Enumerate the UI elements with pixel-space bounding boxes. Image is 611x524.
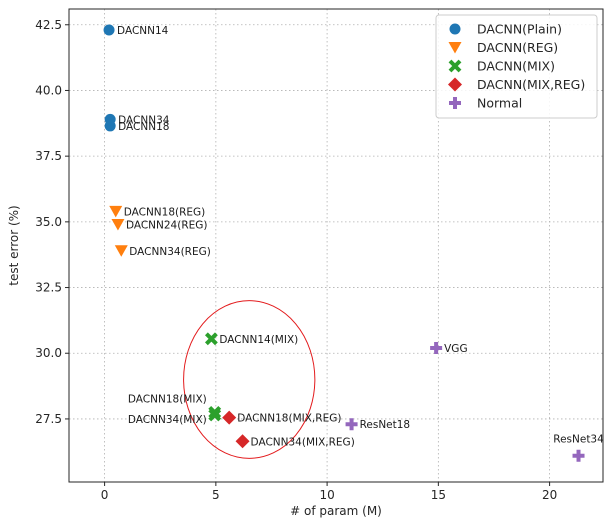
y-axis-label: test error (%) <box>7 205 21 286</box>
data-point <box>104 120 116 132</box>
x-tick-label: 5 <box>212 488 220 502</box>
data-point <box>235 434 250 449</box>
plot-frame <box>68 8 604 483</box>
legend-label: DACNN(REG) <box>477 40 558 55</box>
x-marker <box>204 332 218 346</box>
data-point <box>345 418 358 431</box>
point-label: DACNN18(MIX,REG) <box>237 413 341 425</box>
plus-marker <box>345 418 358 431</box>
data-point <box>204 332 218 346</box>
axis-ticks: 0 5 10 15 20 27.5 30.0 32.5 35.0 37.5 40.0 42.5 <box>35 18 557 502</box>
y-tick-label: 42.5 <box>35 18 62 32</box>
data-point <box>111 218 125 231</box>
point-label: DACNN14(MIX) <box>219 334 298 346</box>
x-marker <box>448 59 462 73</box>
x-tick-label: 0 <box>101 488 109 502</box>
data-point <box>430 341 443 354</box>
point-label: DACNN34 <box>118 114 170 126</box>
diamond-marker <box>448 77 462 92</box>
point-label: VGG <box>444 343 467 355</box>
triangle-marker <box>109 205 123 218</box>
plus-marker <box>449 97 461 109</box>
legend-marker <box>448 77 462 92</box>
point-label: DACNN34(REG) <box>129 246 211 258</box>
triangle-marker <box>448 42 462 54</box>
point-label: DACNN34(MIX) <box>128 414 207 426</box>
x-tick-label: 20 <box>542 488 557 502</box>
triangle-marker <box>111 218 125 231</box>
data-point <box>114 245 128 257</box>
circle-marker <box>449 23 461 35</box>
x-axis-label: # of param (M) <box>290 504 382 518</box>
diamond-marker <box>222 410 237 425</box>
legend-marker <box>449 97 461 109</box>
data-point <box>103 24 115 36</box>
legend-label: Normal <box>477 96 522 111</box>
point-label: DACNN14 <box>117 25 169 37</box>
legend-box <box>435 14 598 119</box>
plus-marker <box>430 341 443 354</box>
point-label: DACNN34(MIX,REG) <box>251 436 355 448</box>
highlight-ellipse-shape <box>183 300 316 459</box>
point-label: DACNN18 <box>118 121 169 133</box>
highlight-ellipse <box>183 300 316 459</box>
x-marker <box>208 408 222 422</box>
y-tick-label: 30.0 <box>35 346 62 360</box>
y-tick-label: 35.0 <box>35 215 62 229</box>
plus-marker <box>572 449 585 462</box>
x-tick-label: 10 <box>319 488 334 502</box>
legend-label: DACNN(MIX,REG) <box>477 77 585 92</box>
y-tick-label: 37.5 <box>35 149 62 163</box>
legend-marker <box>448 42 462 54</box>
y-tick-label: 40.0 <box>35 83 62 97</box>
x-tick-label: 15 <box>431 488 446 502</box>
diamond-marker <box>235 434 250 449</box>
data-point <box>208 408 222 422</box>
point-label: DACNN24(REG) <box>126 219 208 231</box>
y-tick-label: 27.5 <box>35 412 62 426</box>
legend-marker <box>449 23 461 35</box>
point-label: DACNN18(MIX) <box>128 393 207 405</box>
point-label: ResNet18 <box>360 419 411 431</box>
data-point <box>222 410 237 425</box>
circle-marker <box>104 120 116 132</box>
data-point <box>572 449 585 462</box>
legend-marker <box>448 59 462 73</box>
circle-marker <box>103 24 115 36</box>
point-label: DACNN18(REG) <box>124 206 206 218</box>
data-points <box>103 24 585 462</box>
data-point <box>109 205 123 218</box>
legend: DACNN(Plain) DACNN(REG) DACNN(MIX) DACNN(MI… <box>435 14 598 119</box>
legend-label: DACNN(Plain) <box>477 22 562 37</box>
triangle-marker <box>114 245 128 257</box>
legend-label: DACNN(MIX) <box>477 59 555 74</box>
y-tick-label: 32.5 <box>35 281 62 295</box>
point-label: ResNet34 <box>553 434 604 446</box>
